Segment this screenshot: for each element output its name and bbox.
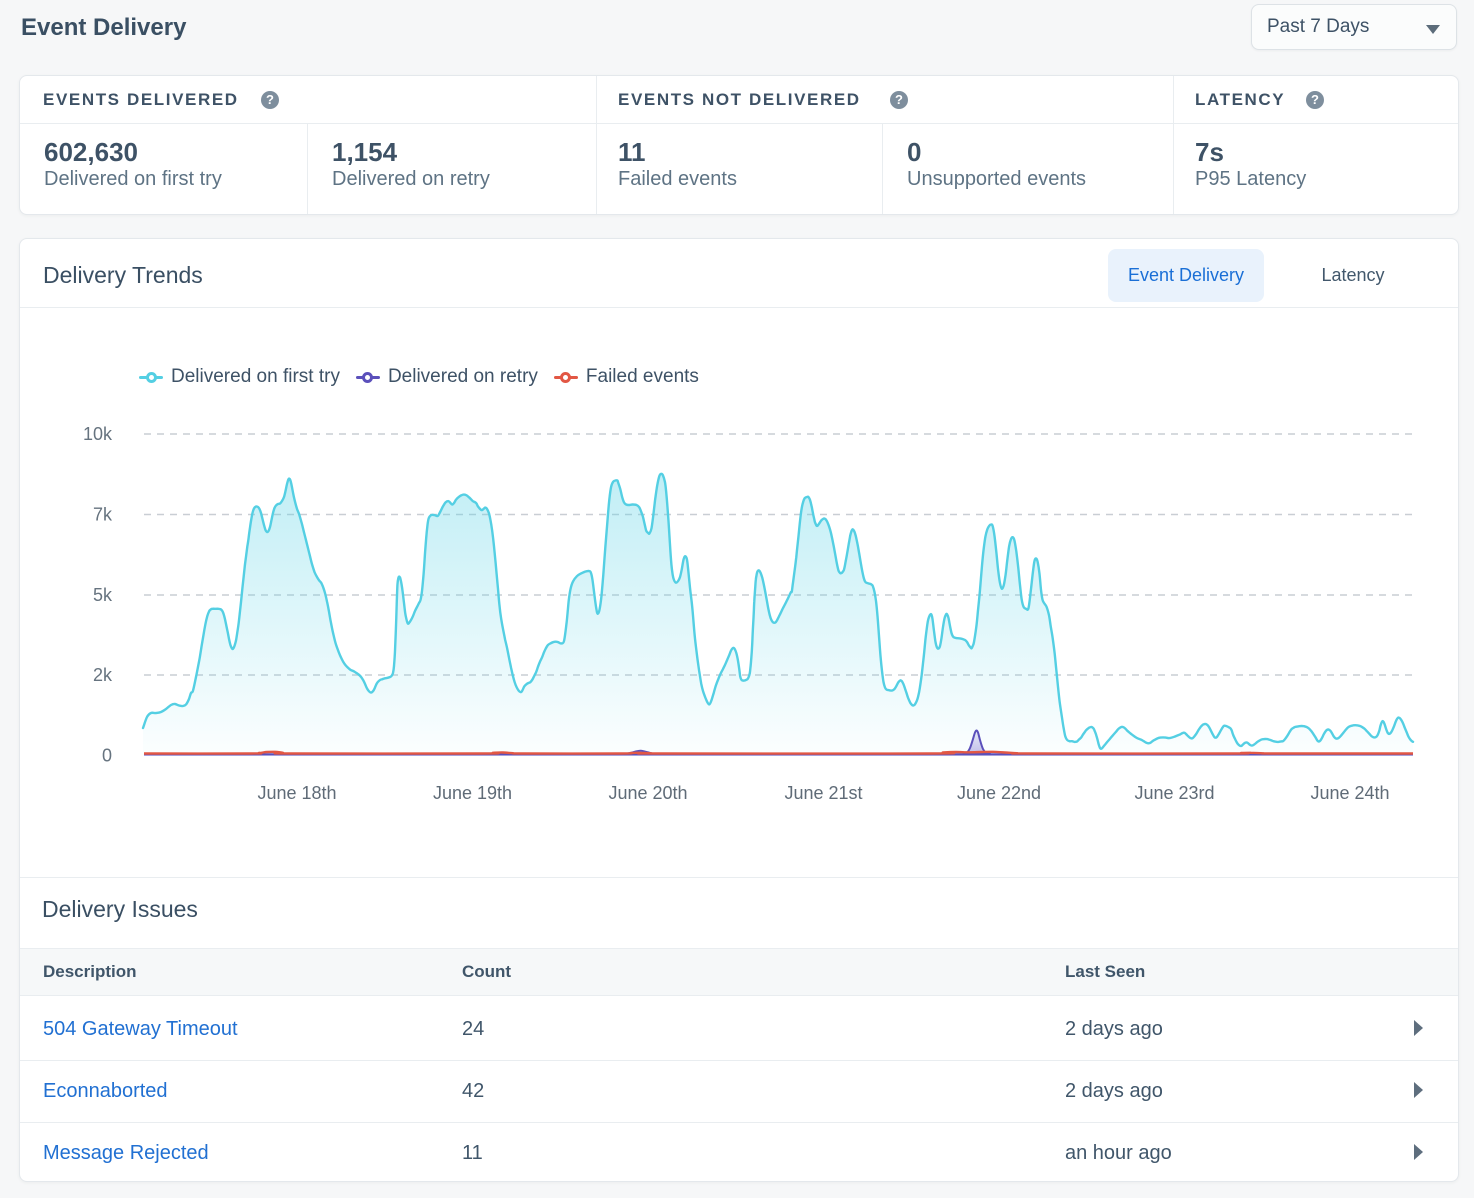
svg-text:June 22nd: June 22nd bbox=[957, 783, 1041, 803]
svg-text:June 20th: June 20th bbox=[608, 783, 687, 803]
svg-text:7k: 7k bbox=[93, 505, 113, 525]
svg-text:10k: 10k bbox=[83, 424, 113, 444]
svg-text:June 21st: June 21st bbox=[784, 783, 862, 803]
svg-text:June 23rd: June 23rd bbox=[1134, 783, 1214, 803]
svg-text:5k: 5k bbox=[93, 585, 113, 605]
svg-text:June 18th: June 18th bbox=[257, 783, 336, 803]
svg-text:0: 0 bbox=[102, 746, 112, 766]
svg-text:June 19th: June 19th bbox=[433, 783, 512, 803]
svg-text:2k: 2k bbox=[93, 665, 113, 685]
svg-text:June 24th: June 24th bbox=[1310, 783, 1389, 803]
